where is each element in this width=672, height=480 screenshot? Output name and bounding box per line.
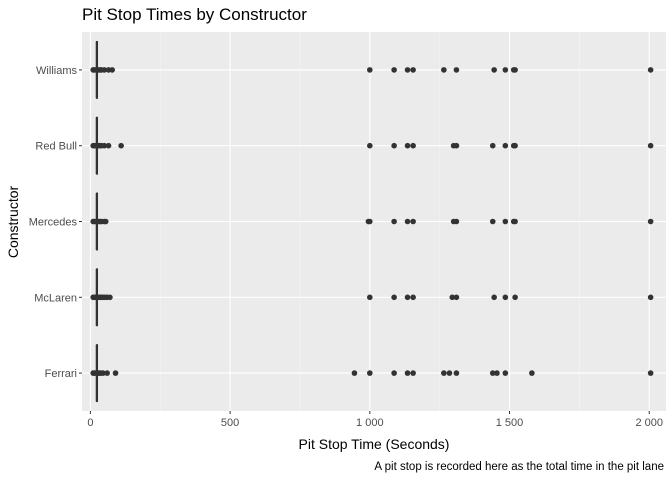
- outlier-point: [404, 67, 411, 73]
- y-tick-label: Williams: [36, 65, 77, 77]
- x-axis-label: Pit Stop Time (Seconds): [299, 436, 450, 452]
- outlier-point: [489, 218, 496, 225]
- outlier-point: [101, 142, 108, 149]
- outlier-point: [449, 294, 456, 301]
- outlier-point: [410, 294, 416, 301]
- grid-major: [82, 32, 666, 411]
- boxplot-mercedes: [90, 192, 654, 251]
- outlier-point: [367, 218, 373, 225]
- boxplot-mclaren: [90, 268, 654, 327]
- outlier-point: [404, 294, 411, 301]
- x-tick-label: 0: [87, 417, 93, 429]
- outlier-point: [489, 370, 496, 376]
- outlier-point: [502, 294, 509, 301]
- outlier-point: [391, 142, 397, 149]
- outlier-point: [404, 370, 411, 376]
- outlier-point: [105, 142, 112, 149]
- outlier-point: [112, 370, 119, 376]
- outlier-point: [512, 67, 518, 73]
- outlier-point: [491, 294, 497, 301]
- outlier-point: [391, 294, 397, 301]
- outlier-point: [529, 370, 535, 376]
- outlier-point: [391, 67, 397, 73]
- outlier-point: [512, 142, 518, 149]
- chart-caption: A pit stop is recorded here as the total…: [374, 461, 664, 473]
- y-axis-ticks: Ferrari McLaren Mercedes Red Bull Williams: [29, 65, 82, 380]
- outlier-point: [502, 142, 509, 149]
- outlier-point: [410, 370, 416, 376]
- outlier-point: [647, 370, 654, 376]
- boxplot-williams: [90, 40, 654, 99]
- boxplot-red-bull: [90, 116, 654, 175]
- outlier-point: [512, 294, 518, 301]
- outlier-point: [446, 370, 453, 376]
- outlier-point: [453, 142, 460, 149]
- boxplot-ferrari: [90, 344, 654, 403]
- outlier-point: [453, 370, 460, 376]
- outlier-point: [441, 67, 447, 73]
- outlier-point: [118, 142, 124, 149]
- outlier-point: [453, 294, 460, 301]
- outlier-point: [647, 294, 654, 301]
- x-axis-ticks: 0 500 1 000 1 500 2 000: [87, 411, 663, 429]
- outlier-point: [647, 218, 654, 225]
- outlier-point: [647, 142, 654, 149]
- outlier-point: [502, 218, 509, 225]
- chart-title: Pit Stop Times by Constructor: [82, 5, 307, 24]
- outlier-point: [647, 67, 654, 73]
- outlier-point: [410, 142, 416, 149]
- outlier-point: [512, 218, 518, 225]
- y-tick-label: Mercedes: [29, 217, 78, 229]
- outlier-point: [104, 370, 110, 376]
- outlier-point: [502, 370, 509, 376]
- outlier-point: [391, 218, 397, 225]
- y-axis-label: Constructor: [5, 185, 21, 258]
- outlier-point: [441, 370, 447, 376]
- outlier-point: [367, 370, 373, 376]
- outlier-point: [367, 142, 373, 149]
- x-tick-label: 1 000: [356, 417, 384, 429]
- outlier-point: [367, 67, 373, 73]
- outlier-point: [491, 67, 497, 73]
- outlier-point: [489, 142, 496, 149]
- x-tick-label: 2 000: [635, 417, 663, 429]
- outlier-point: [367, 294, 373, 301]
- outlier-point: [107, 294, 113, 301]
- y-tick-label: Red Bull: [35, 141, 77, 153]
- chart-marks: [90, 40, 654, 403]
- outlier-point: [100, 370, 106, 376]
- x-tick-label: 500: [221, 417, 239, 429]
- outlier-point: [453, 218, 460, 225]
- outlier-point: [404, 142, 411, 149]
- y-tick-label: Ferrari: [45, 368, 77, 380]
- outlier-point: [351, 370, 358, 376]
- outlier-point: [502, 67, 509, 73]
- outlier-point: [404, 218, 411, 225]
- outlier-point: [101, 67, 108, 73]
- x-tick-label: 1 500: [496, 417, 524, 429]
- outlier-point: [410, 67, 416, 73]
- outlier-point: [494, 370, 500, 376]
- outlier-point: [453, 67, 460, 73]
- outlier-point: [391, 370, 397, 376]
- y-tick-label: McLaren: [34, 292, 77, 304]
- outlier-point: [410, 218, 416, 225]
- outlier-point: [102, 218, 109, 225]
- outlier-point: [109, 67, 115, 73]
